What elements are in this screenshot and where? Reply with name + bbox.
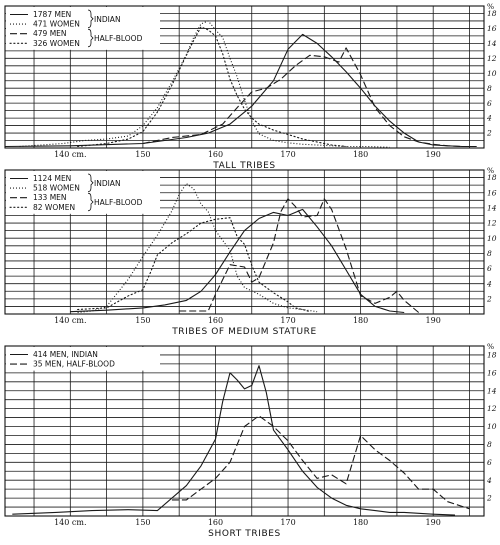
legend-background — [6, 7, 160, 50]
series-133-men-half-blood — [179, 198, 420, 313]
x-tick-label: 140 cm. — [54, 316, 86, 325]
y-tick-label: 18 — [487, 173, 497, 182]
chart-short-tribes: 2 4 6 8 10 12 14 16 18% 140 cm. 150 160 170 180 190 SHO… — [4, 342, 497, 539]
x-tick-label: 150 — [135, 150, 150, 159]
y-unit-label: % — [487, 342, 494, 351]
chart-title: TRIBES OF MEDIUM STATURE — [171, 327, 317, 337]
x-tick-label: 140 cm. — [54, 518, 86, 527]
legend-entry: 479 MEN — [33, 29, 67, 38]
legend-brace — [87, 9, 94, 28]
plot-frame — [4, 345, 485, 517]
x-tick-label: 170 — [280, 316, 295, 325]
y-tick-label: 8 — [487, 249, 492, 258]
legend-entry: 1124 MEN — [33, 174, 71, 183]
y-tick-label: 6 — [487, 99, 492, 108]
y-tick-label: 2 — [486, 294, 492, 303]
y-tick-label: 8 — [487, 440, 492, 449]
y-unit-label: % — [487, 166, 494, 175]
y-tick-label: 10 — [487, 234, 497, 243]
grid — [5, 6, 484, 148]
y-tick-label: 6 — [487, 458, 492, 467]
x-tick-label: 190 — [426, 150, 441, 159]
y-tick-label: 10 — [487, 69, 497, 78]
y-tick-label: 4 — [486, 476, 492, 485]
x-tick-label: 170 — [280, 150, 295, 159]
y-unit-label: % — [487, 2, 494, 11]
x-tick-label: 160 — [208, 518, 223, 527]
y-tick-label: 12 — [487, 54, 497, 63]
legend-entry: 471 WOMEN — [33, 20, 80, 29]
series-1124-men-indian — [70, 208, 405, 314]
legend-entry: 35 MEN, HALF-BLOOD — [33, 360, 115, 369]
legend-background — [6, 347, 160, 371]
legend-entry: 133 MEN — [33, 193, 67, 202]
y-tick-label: 14 — [487, 386, 497, 395]
plot-frame — [4, 5, 485, 149]
x-tick-label: 180 — [353, 316, 368, 325]
legend-brace — [87, 192, 94, 212]
y-tick-label: 16 — [487, 368, 497, 377]
series-326-women-half-blood — [77, 26, 347, 148]
chart-title: TALL TRIBES — [212, 161, 275, 171]
y-tick-label: 18 — [487, 9, 497, 18]
series-414-men-indian — [12, 365, 456, 516]
x-tick-label: 170 — [280, 518, 295, 527]
y-tick-label: 16 — [487, 188, 497, 197]
x-tick-label: 180 — [353, 518, 368, 527]
series-479-men-half-blood — [142, 47, 463, 148]
y-tick-label: 2 — [486, 129, 492, 138]
y-tick-label: 10 — [487, 422, 497, 431]
series-82-women-half-blood — [77, 217, 311, 313]
y-tick-label: 12 — [487, 219, 497, 228]
grid — [5, 346, 484, 516]
legend-group-label: INDIAN — [94, 15, 121, 24]
x-tick-label: 150 — [135, 518, 150, 527]
legend-group-label: HALF-BLOOD — [94, 34, 143, 43]
chart-tall-tribes: 2 4 6 8 10 12 14 16 18% 140 cm. 150 160 170 180 190 TAL… — [4, 2, 497, 171]
legend-group-label: HALF-BLOOD — [94, 198, 143, 207]
y-tick-label: 12 — [487, 404, 497, 413]
legend-entry: 414 MEN, INDIAN — [33, 350, 98, 359]
legend-entry: 82 WOMEN — [33, 203, 75, 212]
x-tick-label: 190 — [426, 316, 441, 325]
chart-tribes-of-medium-stature: 2 4 6 8 10 12 14 16 18% 140 cm. 150 160 170 180 190 TRI… — [4, 166, 497, 337]
x-tick-label: 160 — [208, 150, 223, 159]
legend-entry: 518 WOMEN — [33, 184, 80, 193]
y-tick-label: 8 — [487, 84, 492, 93]
y-tick-label: 4 — [486, 279, 492, 288]
legend-entry: 1787 MEN — [33, 10, 71, 19]
x-tick-label: 190 — [426, 518, 441, 527]
y-tick-label: 14 — [487, 39, 497, 48]
legend-brace — [87, 173, 94, 192]
legend-brace — [87, 28, 94, 48]
legend-group-label: INDIAN — [94, 179, 121, 188]
legend-background — [6, 171, 160, 214]
y-tick-label: 4 — [486, 114, 492, 123]
x-tick-label: 140 cm. — [54, 150, 86, 159]
y-tick-label: 14 — [487, 203, 497, 212]
legend-entry: 326 WOMEN — [33, 39, 80, 48]
y-tick-label: 2 — [486, 494, 492, 503]
x-tick-label: 160 — [208, 316, 223, 325]
plot-frame — [4, 169, 485, 315]
y-tick-label: 6 — [487, 264, 492, 273]
chart-title: SHORT TRIBES — [208, 529, 281, 539]
x-tick-label: 150 — [135, 316, 150, 325]
y-tick-label: 18 — [487, 351, 497, 360]
y-tick-label: 16 — [487, 24, 497, 33]
x-tick-label: 180 — [353, 150, 368, 159]
series-35-men-half-blood — [171, 415, 470, 510]
